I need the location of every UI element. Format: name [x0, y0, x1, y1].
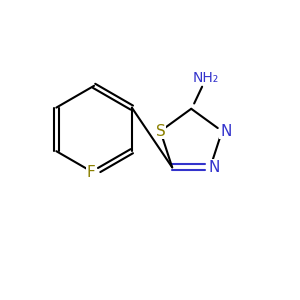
Text: N: N	[220, 124, 232, 139]
Text: S: S	[155, 124, 165, 139]
Text: NH₂: NH₂	[192, 71, 218, 85]
Text: F: F	[87, 166, 95, 181]
Text: N: N	[208, 160, 220, 175]
